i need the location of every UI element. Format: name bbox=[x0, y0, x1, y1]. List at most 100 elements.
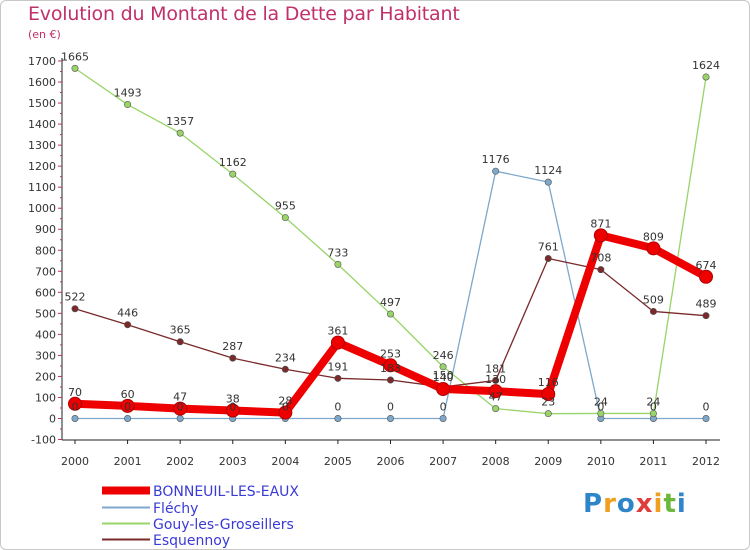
data-point bbox=[383, 358, 398, 373]
data-label: 0 bbox=[282, 401, 289, 414]
x-tick-label: 2011 bbox=[639, 455, 667, 468]
data-point bbox=[544, 178, 552, 186]
y-tick-label: 1400 bbox=[28, 118, 56, 131]
data-label: 24 bbox=[594, 395, 608, 408]
x-tick-label: 2001 bbox=[114, 455, 142, 468]
data-point bbox=[281, 365, 289, 373]
y-tick-label: 0 bbox=[49, 413, 56, 426]
y-tick-label: 500 bbox=[35, 307, 56, 320]
data-point bbox=[71, 305, 79, 313]
data-label: 0 bbox=[703, 401, 710, 414]
x-tick-label: 2012 bbox=[692, 455, 720, 468]
data-point bbox=[68, 396, 82, 411]
data-point bbox=[281, 214, 289, 222]
data-point bbox=[225, 403, 240, 418]
data-label: 1624 bbox=[692, 59, 720, 72]
data-point bbox=[597, 409, 605, 417]
x-tick-label: 2009 bbox=[534, 455, 562, 468]
data-label: 181 bbox=[485, 362, 506, 375]
data-label: 489 bbox=[696, 298, 717, 311]
data-label: 497 bbox=[380, 296, 401, 309]
data-label: 674 bbox=[696, 259, 717, 272]
data-point bbox=[334, 374, 342, 382]
data-point bbox=[646, 241, 661, 256]
data-label: 140 bbox=[433, 371, 454, 384]
data-point bbox=[597, 266, 605, 274]
x-tick-label: 2003 bbox=[219, 455, 247, 468]
data-label: 809 bbox=[643, 230, 664, 243]
data-point bbox=[699, 269, 713, 284]
data-label: 116 bbox=[538, 376, 559, 389]
y-tick-label: 600 bbox=[35, 286, 56, 299]
data-label: 130 bbox=[485, 373, 506, 386]
data-point bbox=[702, 312, 710, 320]
data-point bbox=[593, 228, 608, 243]
y-tick-label: 200 bbox=[35, 370, 56, 383]
data-point bbox=[176, 414, 184, 422]
y-tick-label: 1200 bbox=[28, 160, 56, 173]
x-tick-label: 2010 bbox=[587, 455, 615, 468]
logo-letter: i bbox=[676, 489, 687, 519]
data-label: 1124 bbox=[534, 164, 562, 177]
data-label: 0 bbox=[650, 401, 657, 414]
x-tick-label: 2006 bbox=[377, 455, 405, 468]
data-label: 47 bbox=[173, 391, 187, 404]
data-label: 183 bbox=[380, 362, 401, 375]
logo-letter: i bbox=[653, 489, 664, 519]
y-tick-label: 1300 bbox=[28, 139, 56, 152]
data-point bbox=[439, 414, 447, 422]
data-label: 0 bbox=[124, 401, 131, 414]
x-tick-label: 2002 bbox=[166, 455, 194, 468]
y-tick-label: 300 bbox=[35, 349, 56, 362]
data-label: 1493 bbox=[114, 87, 142, 100]
data-label: 1357 bbox=[166, 115, 194, 128]
data-label: 708 bbox=[590, 252, 611, 265]
logo-letter: P bbox=[583, 489, 604, 519]
proxiti-logo: Proxiti bbox=[583, 489, 687, 519]
data-point bbox=[330, 335, 345, 350]
y-tick-label: 1600 bbox=[28, 76, 56, 89]
data-point bbox=[124, 414, 132, 422]
data-point bbox=[176, 338, 184, 346]
data-point bbox=[488, 384, 503, 399]
data-label: 509 bbox=[643, 293, 664, 306]
y-tick-label: 1700 bbox=[28, 55, 56, 68]
data-point bbox=[386, 414, 394, 422]
data-label: 191 bbox=[327, 360, 348, 373]
data-point bbox=[386, 376, 394, 384]
data-point bbox=[541, 387, 556, 402]
data-label: 871 bbox=[590, 217, 611, 230]
data-point bbox=[649, 307, 657, 315]
data-point bbox=[492, 376, 500, 384]
data-label: 1162 bbox=[219, 156, 247, 169]
data-point bbox=[492, 167, 500, 175]
data-point bbox=[702, 73, 710, 81]
data-label: 1665 bbox=[61, 50, 89, 63]
data-point bbox=[649, 409, 657, 417]
y-tick-label: 100 bbox=[35, 391, 56, 404]
data-label: 1176 bbox=[482, 153, 510, 166]
data-point bbox=[436, 382, 451, 397]
chart-title: Evolution du Montant de la Dette par Hab… bbox=[28, 3, 460, 25]
data-point bbox=[124, 101, 132, 109]
data-point bbox=[386, 310, 394, 318]
y-tick-label: 1500 bbox=[28, 97, 56, 110]
data-label: 446 bbox=[117, 307, 138, 320]
y-tick-label: 1100 bbox=[28, 181, 56, 194]
data-label: 0 bbox=[597, 401, 604, 414]
data-point bbox=[229, 354, 237, 362]
data-point bbox=[492, 405, 500, 413]
x-tick-label: 2008 bbox=[482, 455, 510, 468]
y-tick-label: -100 bbox=[31, 434, 56, 447]
data-label: 38 bbox=[226, 393, 240, 406]
x-tick-label: 2005 bbox=[324, 455, 352, 468]
y-tick-label: 700 bbox=[35, 265, 56, 278]
data-label: 47 bbox=[489, 391, 503, 404]
data-point bbox=[544, 410, 552, 418]
data-point bbox=[173, 401, 188, 416]
data-label: 0 bbox=[229, 401, 236, 414]
data-point bbox=[176, 129, 184, 137]
data-label: 28 bbox=[278, 395, 292, 408]
